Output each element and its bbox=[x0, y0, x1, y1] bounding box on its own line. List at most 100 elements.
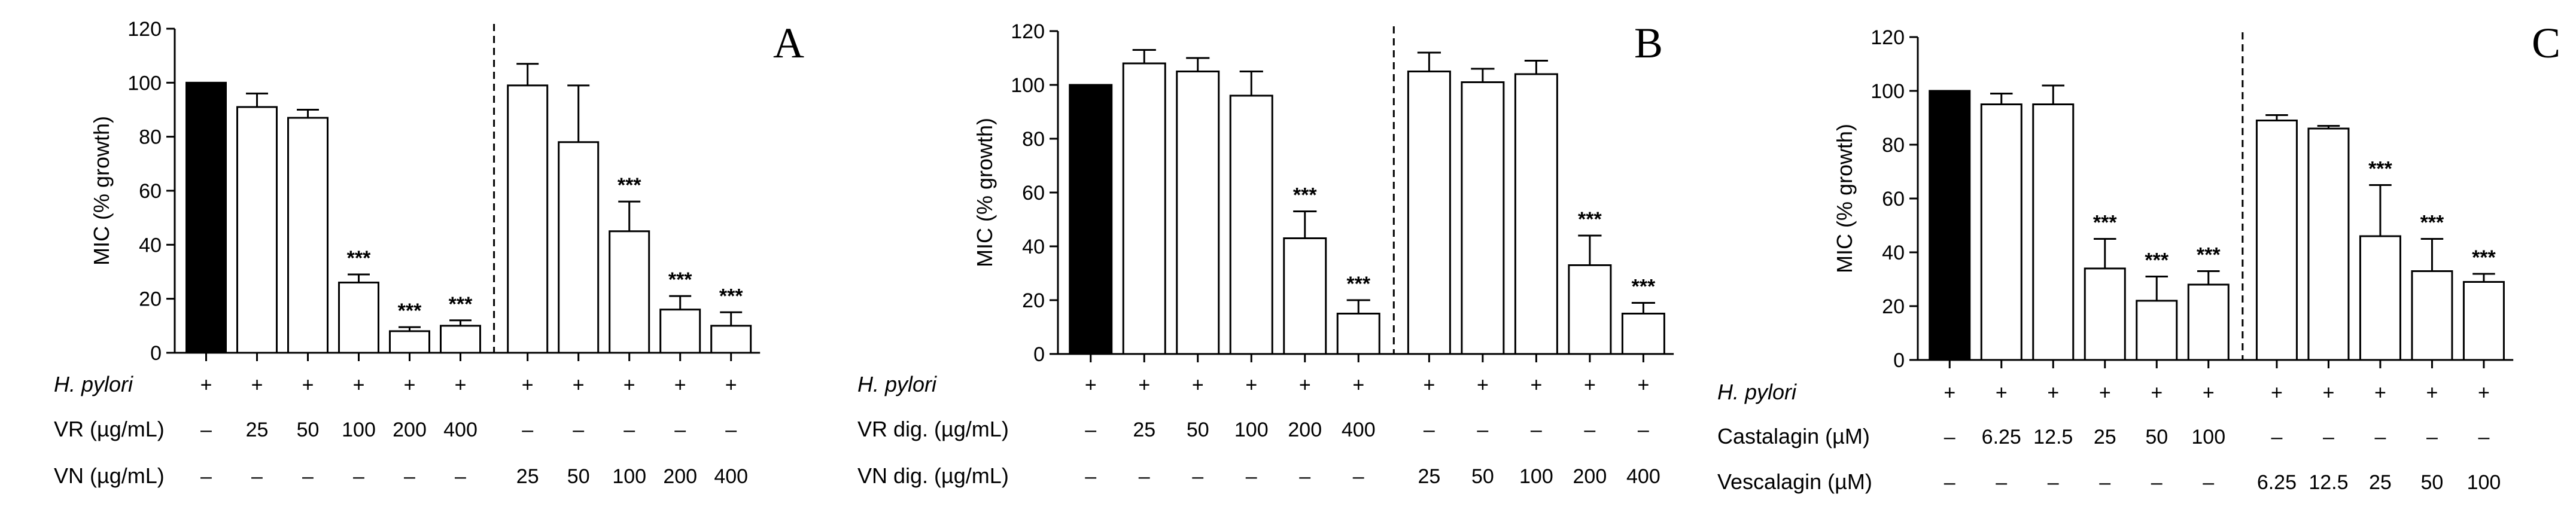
condition-cell: 12.5 bbox=[2309, 471, 2348, 494]
bar bbox=[710, 325, 752, 354]
condition-cell: + bbox=[1944, 381, 1955, 404]
condition-cell: 50 bbox=[567, 465, 590, 488]
condition-cell: – bbox=[1944, 426, 1955, 448]
condition-cell: 100 bbox=[612, 465, 646, 488]
condition-cell: – bbox=[1996, 471, 2007, 494]
condition-cell: – bbox=[1085, 465, 1096, 488]
y-tick-label: 0 bbox=[150, 342, 162, 365]
condition-cell: – bbox=[2271, 426, 2282, 448]
condition-cell: – bbox=[455, 465, 466, 488]
condition-cell: + bbox=[353, 374, 365, 396]
bar bbox=[1461, 81, 1505, 355]
y-tick-label: 120 bbox=[1871, 26, 1905, 49]
bar bbox=[2032, 103, 2075, 361]
condition-cell: + bbox=[2203, 381, 2215, 404]
condition-row-label: H. pylori bbox=[857, 372, 937, 396]
condition-cell: 25 bbox=[246, 419, 269, 441]
condition-cell: – bbox=[1192, 465, 1203, 488]
condition-cell: – bbox=[1944, 471, 1955, 494]
condition-cell: 50 bbox=[2421, 471, 2444, 494]
bar bbox=[1176, 71, 1220, 355]
significance-label: *** bbox=[1632, 276, 1656, 298]
condition-row-label: H. pylori bbox=[54, 372, 133, 396]
condition-cell: + bbox=[2271, 381, 2283, 404]
condition-cell: + bbox=[1352, 374, 1364, 396]
condition-cell: 200 bbox=[663, 465, 697, 488]
condition-cell: 200 bbox=[1573, 465, 1607, 488]
panel-letter: B bbox=[1634, 19, 1663, 67]
y-tick-label: 100 bbox=[127, 72, 162, 94]
condition-cell: + bbox=[2151, 381, 2163, 404]
condition-cell: + bbox=[2047, 381, 2059, 404]
condition-row-label: H. pylori bbox=[1717, 380, 1797, 404]
condition-cell: 100 bbox=[2191, 426, 2225, 448]
condition-row-label: Vescalagin (µM) bbox=[1717, 469, 1872, 494]
condition-cell: 100 bbox=[342, 419, 376, 441]
condition-cell: 12.5 bbox=[2033, 426, 2073, 448]
bar bbox=[507, 84, 549, 354]
y-tick-label: 120 bbox=[127, 18, 162, 41]
condition-cell: + bbox=[200, 374, 212, 396]
condition-cell: + bbox=[2426, 381, 2438, 404]
y-tick-label: 40 bbox=[1022, 236, 1045, 258]
bar bbox=[2187, 283, 2230, 361]
condition-cell: 400 bbox=[1342, 419, 1376, 441]
condition-cell: + bbox=[455, 374, 467, 396]
condition-cell: 25 bbox=[1133, 419, 1155, 441]
bar bbox=[1621, 313, 1665, 355]
y-tick-label: 120 bbox=[1011, 20, 1045, 43]
significance-label: *** bbox=[668, 268, 692, 291]
condition-cell: – bbox=[2151, 471, 2163, 494]
condition-cell: 6.25 bbox=[2257, 471, 2297, 494]
panel-letter: C bbox=[2532, 19, 2560, 67]
condition-cell: 50 bbox=[297, 419, 320, 441]
condition-cell: – bbox=[1531, 419, 1542, 441]
bar bbox=[1336, 313, 1380, 355]
condition-cell: – bbox=[1299, 465, 1310, 488]
condition-cell: 6.25 bbox=[1982, 426, 2021, 448]
bar bbox=[1283, 237, 1327, 355]
condition-cell: + bbox=[302, 374, 314, 396]
significance-label: *** bbox=[1346, 273, 1370, 295]
bar bbox=[1229, 94, 1273, 355]
condition-row-label: VR (µg/mL) bbox=[54, 417, 165, 441]
chart-panel-a: 0 20 40 60 80 100 120 MIC (% growth) *** *** *** **… bbox=[54, 18, 804, 488]
condition-cell: + bbox=[2099, 381, 2111, 404]
bar bbox=[2462, 281, 2505, 361]
bar bbox=[2411, 270, 2453, 361]
condition-cell: – bbox=[1085, 419, 1096, 441]
y-tick-label: 60 bbox=[1022, 182, 1045, 204]
condition-cell: – bbox=[522, 419, 533, 441]
condition-cell: 200 bbox=[393, 419, 427, 441]
condition-cell: – bbox=[200, 419, 212, 441]
bar bbox=[338, 282, 379, 354]
condition-cell: – bbox=[624, 419, 635, 441]
condition-cell: + bbox=[251, 374, 263, 396]
condition-cell: – bbox=[1584, 419, 1595, 441]
panel-letter: A bbox=[773, 19, 804, 67]
significance-label: *** bbox=[2368, 158, 2392, 181]
condition-cell: 50 bbox=[2145, 426, 2168, 448]
condition-cell: – bbox=[2426, 426, 2438, 448]
condition-cell: 100 bbox=[1519, 465, 1553, 488]
condition-cell: – bbox=[2478, 426, 2489, 448]
bar bbox=[2255, 120, 2298, 361]
condition-cell: + bbox=[1192, 374, 1204, 396]
condition-cell: + bbox=[522, 374, 534, 396]
condition-cell: + bbox=[1530, 374, 1542, 396]
bar bbox=[1122, 62, 1166, 355]
significance-label: *** bbox=[719, 285, 743, 307]
bar-control bbox=[185, 81, 227, 354]
y-tick-label: 20 bbox=[139, 288, 162, 311]
bar bbox=[1407, 71, 1451, 355]
condition-cell: 25 bbox=[2094, 426, 2116, 448]
condition-row-label: VN (µg/mL) bbox=[54, 463, 165, 488]
significance-label: *** bbox=[2093, 212, 2117, 234]
significance-label: *** bbox=[2145, 249, 2169, 272]
y-tick-label: 100 bbox=[1011, 74, 1045, 97]
significance-label: *** bbox=[449, 293, 473, 316]
y-tick-label: 20 bbox=[1022, 289, 1045, 312]
condition-cell: 400 bbox=[1626, 465, 1660, 488]
condition-cell: – bbox=[200, 465, 212, 488]
condition-cell: + bbox=[2478, 381, 2490, 404]
